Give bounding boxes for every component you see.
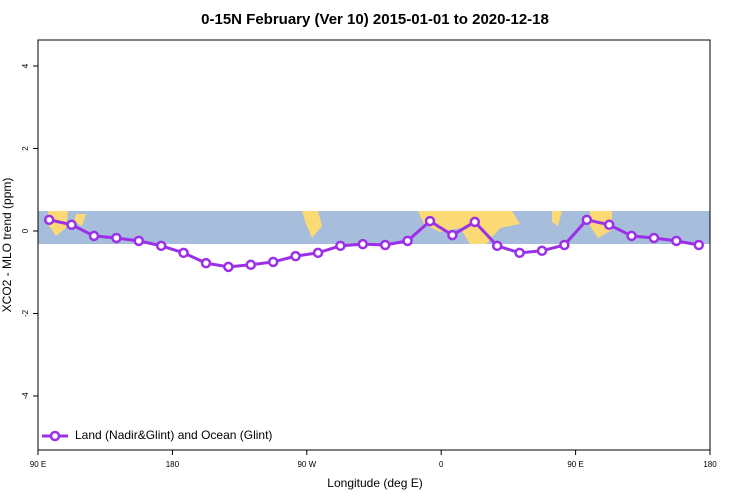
data-point — [491, 240, 503, 252]
data-point — [424, 215, 436, 227]
x-tick-label: 0 — [439, 460, 444, 469]
data-point — [43, 214, 55, 226]
data-point — [357, 238, 369, 250]
y-tick-label: 2 — [21, 146, 30, 151]
x-tick-label: 90 E — [567, 460, 583, 469]
data-point — [155, 240, 167, 252]
data-point — [447, 229, 458, 241]
data-point — [223, 261, 234, 273]
legend-marker — [49, 430, 61, 442]
data-point — [66, 219, 77, 231]
plot-frame — [37, 39, 711, 451]
data-point — [536, 245, 548, 257]
data-point — [200, 257, 212, 269]
x-tick-label: 180 — [166, 460, 180, 469]
chart-title: 0-15N February (Ver 10) 2015-01-01 to 20… — [201, 11, 549, 28]
y-tick-label: -2 — [21, 309, 30, 317]
data-point — [88, 230, 100, 242]
data-point — [603, 219, 615, 231]
x-axis-label: Longitude (deg E) — [327, 476, 422, 490]
data-point — [402, 235, 413, 247]
data-point — [379, 239, 391, 251]
data-point — [245, 259, 257, 271]
data-point — [559, 239, 570, 251]
data-point — [581, 214, 593, 226]
data-point — [312, 247, 324, 259]
data-point — [671, 235, 682, 247]
data-point — [111, 232, 122, 244]
data-point — [693, 239, 705, 251]
data-point — [178, 247, 189, 259]
y-tick-label: 0 — [21, 228, 30, 233]
data-point — [133, 235, 145, 247]
x-tick-label: 90 E — [30, 460, 46, 469]
legend-label: Land (Nadir&Glint) and Ocean (Glint) — [75, 428, 272, 442]
x-tick-label: 90 W — [297, 460, 316, 469]
y-axis-label: XCO2 - MLO trend (ppm) — [0, 178, 14, 313]
data-point — [626, 230, 637, 242]
data-point — [267, 256, 279, 268]
y-tick-label: -4 — [21, 392, 30, 400]
data-point — [290, 250, 301, 262]
map-strip — [38, 211, 710, 244]
x-tick-label: 180 — [703, 460, 717, 469]
data-point — [469, 216, 481, 228]
data-point — [335, 240, 346, 252]
data-point — [648, 232, 660, 244]
y-tick-label: 4 — [21, 63, 30, 68]
data-point — [514, 247, 525, 259]
